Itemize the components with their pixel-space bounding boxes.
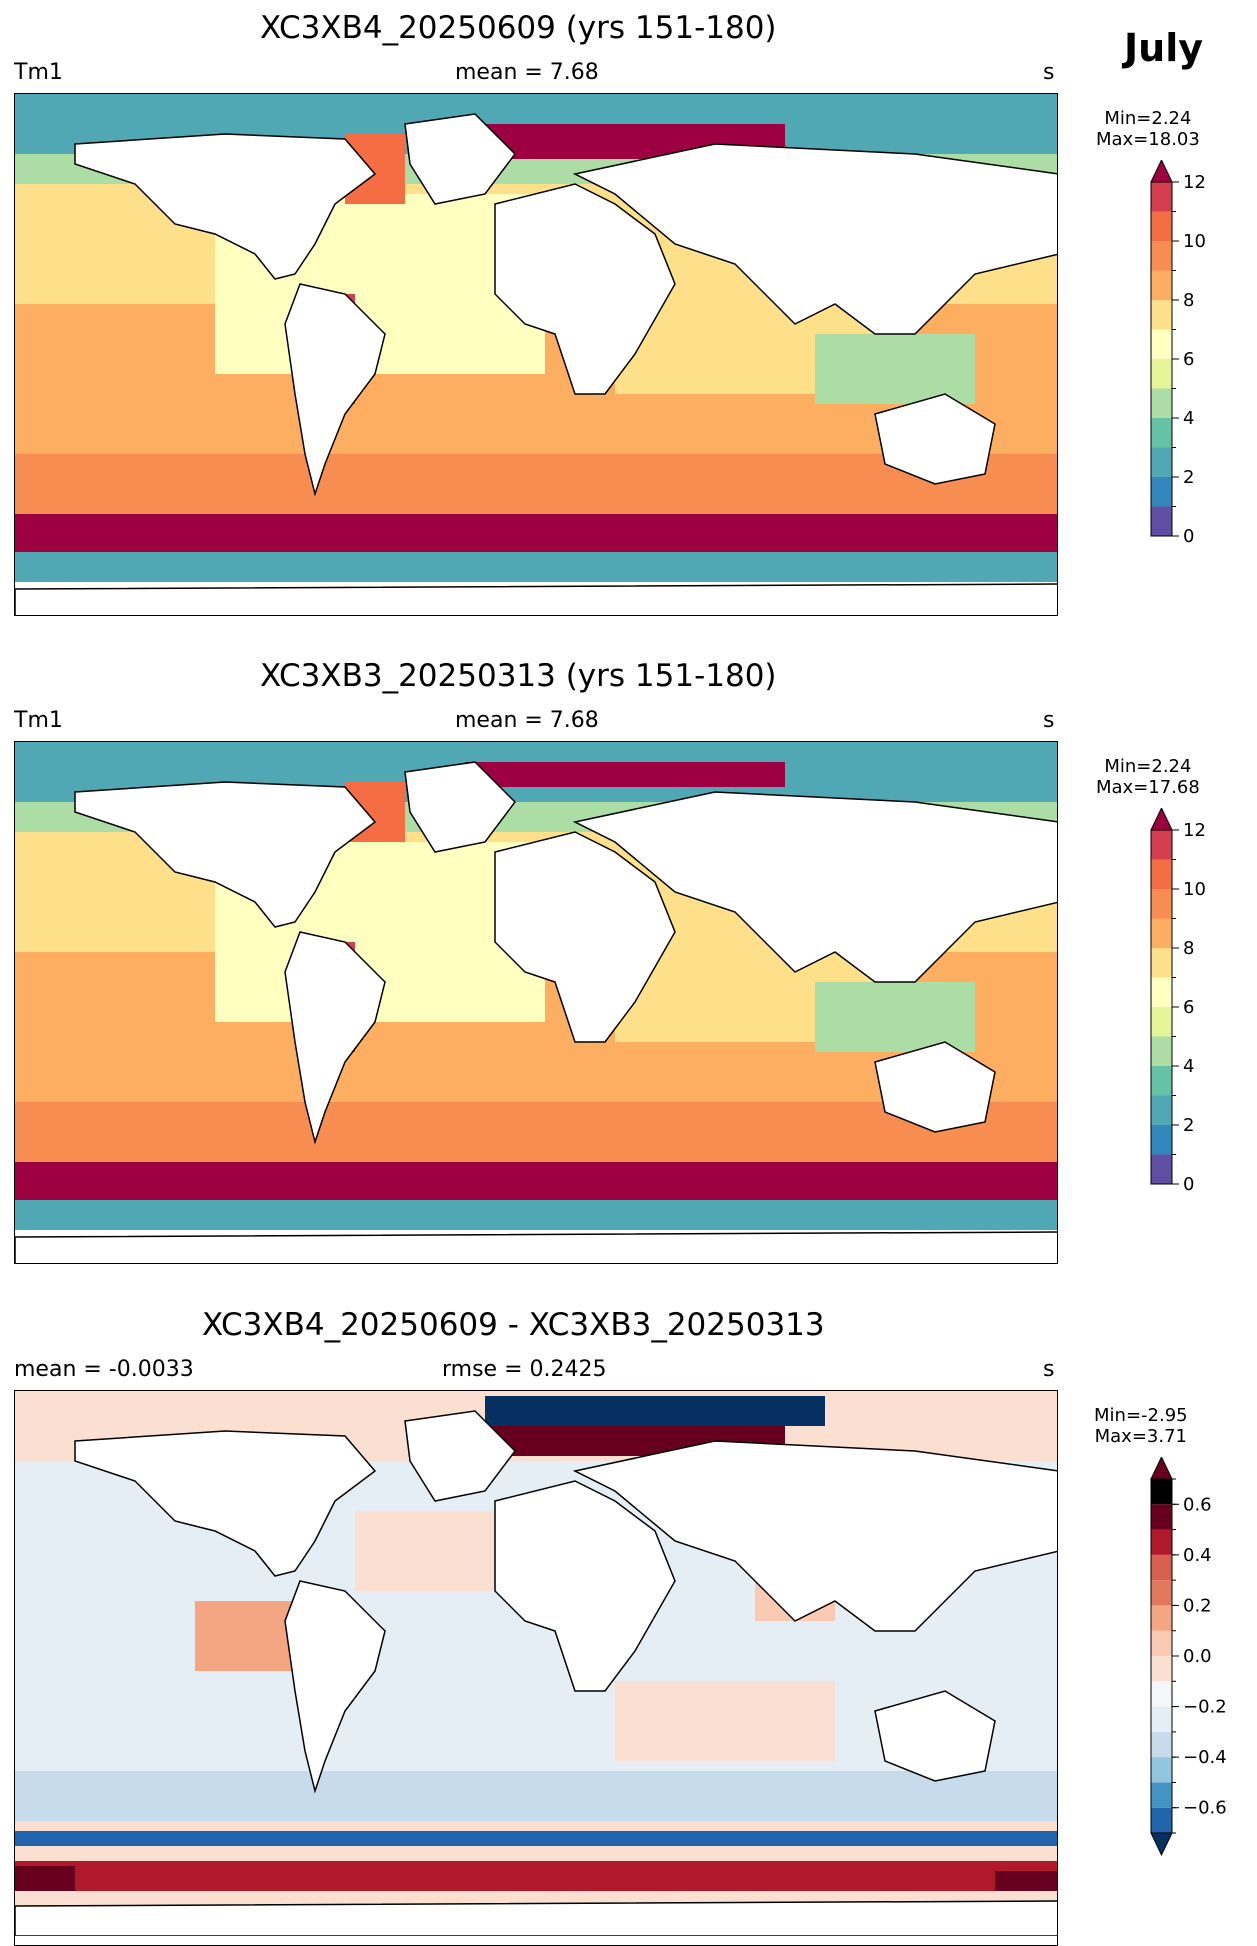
colorbar-bin	[1151, 1125, 1172, 1155]
max-value: Max=18.03	[1096, 129, 1200, 150]
colorbar-bin	[1151, 918, 1172, 948]
colorbar-bin	[1151, 241, 1172, 271]
colorbar-tick-label: 2	[1183, 1115, 1194, 1136]
colorbar-bin	[1151, 1095, 1172, 1125]
colorbar-tick-label: 0	[1183, 526, 1194, 547]
colorbar-bin	[1151, 506, 1172, 536]
colorbar-bin	[1151, 1554, 1172, 1581]
colorbar-bin	[1151, 830, 1172, 860]
colorbar-bin	[1151, 1036, 1172, 1066]
colorbar-bin	[1151, 1630, 1172, 1656]
colorbar-tick-label: 6	[1183, 349, 1194, 370]
panel-variable-label: Tm1	[14, 60, 63, 85]
min-value: Min=2.24	[1104, 756, 1192, 777]
min-max-label: Min=2.24 Max=17.68	[1096, 756, 1200, 798]
map-plot	[15, 1391, 1057, 1936]
colorbar: 0 2 4 6 8 10 12	[1150, 160, 1206, 547]
panel-title: XC3XB3_20250313 (yrs 151-180)	[260, 658, 777, 694]
panel-units-label: s	[1043, 60, 1055, 85]
colorbar-bin	[1151, 1066, 1172, 1096]
colorbar-tick-label: 12	[1183, 820, 1206, 841]
colorbar-bin	[1151, 1504, 1172, 1530]
panel-rmse-label: rmse = 0.2425	[442, 1357, 607, 1382]
colorbar-bin	[1151, 859, 1172, 889]
colorbar-bin	[1151, 1007, 1172, 1037]
panel-title: XC3XB4_20250609 (yrs 151-180)	[260, 10, 777, 46]
colorbar-bin	[1151, 418, 1172, 448]
max-value: Max=3.71	[1094, 1426, 1187, 1447]
month-label: July	[1124, 26, 1203, 70]
land-masses	[15, 1410, 1057, 1936]
colorbar-tick-label: 10	[1183, 879, 1206, 900]
colorbar-bin	[1151, 977, 1172, 1007]
map-plot	[15, 94, 1057, 615]
colorbar-tick-label: −0.4	[1183, 1747, 1227, 1768]
panel-units-label: s	[1043, 1357, 1055, 1382]
colorbar-tick-label: 2	[1183, 467, 1194, 488]
panel-mean-label: mean = 7.68	[455, 60, 599, 85]
colorbar-bin	[1151, 1807, 1172, 1833]
colorbar-tick-label: 0.0	[1183, 1646, 1212, 1667]
panel-variable-label: Tm1	[14, 708, 63, 733]
colorbar-bin	[1151, 1681, 1172, 1707]
colorbar-bin	[1151, 1479, 1172, 1505]
colorbar-tick-label: −0.2	[1183, 1697, 1227, 1718]
colorbar-bin	[1151, 270, 1172, 300]
colorbar-extend-max	[1150, 1457, 1173, 1480]
colorbar-bin	[1151, 1706, 1172, 1732]
colorbar-bin	[1151, 329, 1172, 359]
colorbar-extend-max	[1150, 160, 1173, 183]
colorbar-bin	[1151, 388, 1172, 418]
map-panel-3	[14, 1390, 1058, 1946]
colorbar-bin	[1151, 1782, 1172, 1808]
colorbar-bin	[1151, 948, 1172, 978]
colorbar-bin	[1151, 889, 1172, 919]
max-value: Max=17.68	[1096, 777, 1200, 798]
colorbar-bin	[1151, 182, 1172, 212]
colorbar: 0 2 4 6 8 10 12	[1150, 808, 1206, 1195]
colorbar-tick-label: 6	[1183, 997, 1194, 1018]
min-value: Min=2.24	[1104, 108, 1192, 129]
colorbar-bin	[1151, 1656, 1172, 1682]
colorbar-extend-min	[1150, 1832, 1173, 1857]
land-masses	[15, 113, 1057, 615]
map-panel-2	[14, 741, 1058, 1264]
colorbar-bin	[1151, 1757, 1172, 1783]
panel-mean-label: mean = 7.68	[455, 708, 599, 733]
colorbar-tick-label: 0	[1183, 1174, 1194, 1195]
colorbar: −0.6 −0.4 −0.2 0.0 0.2 0.4 0.6	[1150, 1457, 1227, 1857]
panel-mean-label: mean = -0.0033	[14, 1357, 194, 1382]
colorbar-bin	[1151, 1154, 1172, 1184]
min-value: Min=-2.95	[1094, 1405, 1188, 1426]
colorbar-tick-label: 10	[1183, 231, 1206, 252]
map-panel-1	[14, 93, 1058, 616]
colorbar-tick-label: 4	[1183, 408, 1194, 429]
min-max-label: Min=-2.95 Max=3.71	[1094, 1405, 1188, 1447]
colorbar-tick-label: 0.4	[1183, 1545, 1212, 1566]
colorbar-tick-label: −0.6	[1183, 1798, 1227, 1819]
panel-title: XC3XB4_20250609 - XC3XB3_20250313	[202, 1307, 825, 1343]
colorbar-bin	[1151, 1529, 1172, 1555]
colorbar-bin	[1151, 211, 1172, 241]
colorbar-tick-label: 0.2	[1183, 1595, 1212, 1616]
colorbar-tick-label: 8	[1183, 290, 1194, 311]
map-plot	[15, 742, 1057, 1263]
land-masses	[15, 761, 1057, 1263]
colorbar-bin	[1151, 300, 1172, 330]
colorbar-bin	[1151, 1731, 1172, 1758]
min-max-label: Min=2.24 Max=18.03	[1096, 108, 1200, 150]
colorbar-tick-label: 8	[1183, 938, 1194, 959]
colorbar-bin	[1151, 477, 1172, 507]
colorbar-bin	[1151, 359, 1172, 389]
colorbar-tick-label: 0.6	[1183, 1494, 1212, 1515]
colorbar-bin	[1151, 447, 1172, 477]
colorbar-bin	[1151, 1605, 1172, 1631]
colorbar-extend-max	[1150, 808, 1173, 831]
panel-units-label: s	[1043, 708, 1055, 733]
colorbar-tick-label: 4	[1183, 1056, 1194, 1077]
colorbar-bin	[1151, 1580, 1172, 1606]
colorbar-tick-label: 12	[1183, 172, 1206, 193]
